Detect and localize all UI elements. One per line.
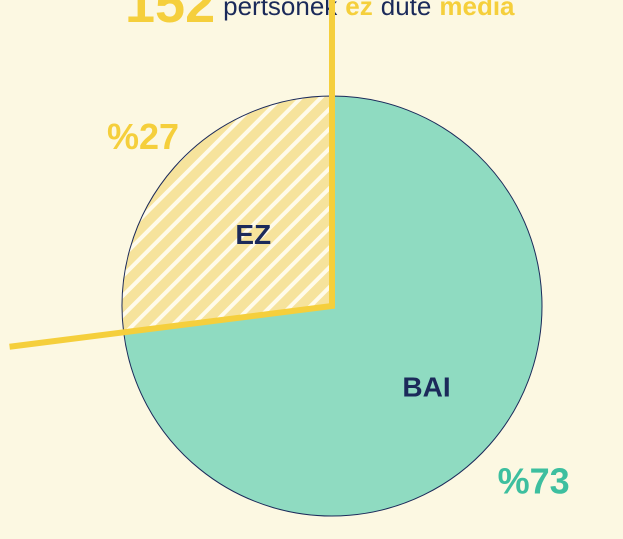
- slice-label: EZ: [235, 219, 271, 250]
- value-label: %27: [107, 116, 179, 157]
- title-part: pertsonek: [223, 0, 338, 21]
- pie-slice: [121, 95, 333, 333]
- title-part: media: [439, 0, 515, 21]
- title-part: ez: [345, 0, 372, 21]
- title-part: 152: [125, 0, 215, 34]
- highlight-line: [9, 0, 335, 350]
- value-label: %73: [498, 460, 570, 501]
- slice-label: BAI: [402, 372, 450, 403]
- title-part: dute: [381, 0, 432, 21]
- chart-title: 152 pertsonek ez dute media: [125, 0, 515, 34]
